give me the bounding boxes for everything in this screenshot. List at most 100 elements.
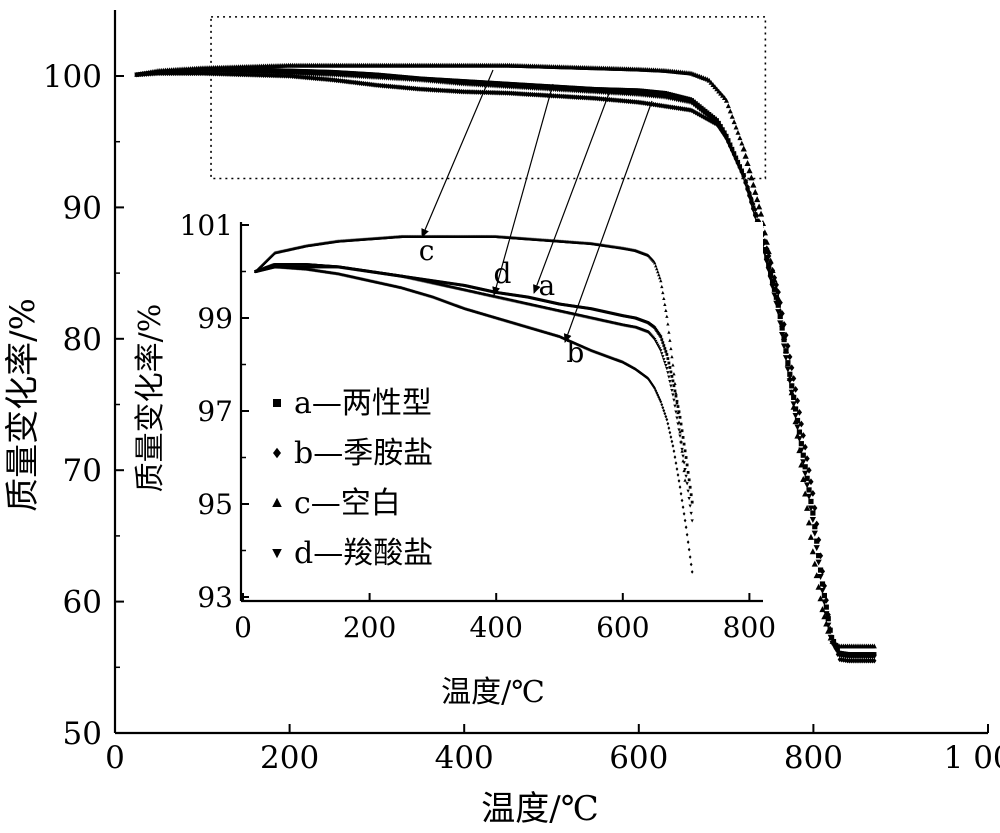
data-point xyxy=(805,519,813,526)
data-point xyxy=(659,335,663,338)
data-point xyxy=(794,397,801,405)
data-point xyxy=(655,267,659,271)
zoom-arrow xyxy=(421,69,494,238)
curve-label-b: b xyxy=(566,336,584,369)
inset-x-tick-label: 200 xyxy=(343,611,396,644)
zoom-arrow xyxy=(563,100,653,343)
inset-series-b xyxy=(254,265,694,574)
data-point xyxy=(674,461,678,465)
data-point xyxy=(755,218,760,223)
data-point xyxy=(654,327,658,331)
data-point xyxy=(662,296,666,301)
data-point xyxy=(673,389,677,393)
data-point xyxy=(833,647,839,653)
data-point xyxy=(802,470,809,477)
data-point xyxy=(807,505,815,512)
data-point xyxy=(691,108,696,115)
data-point xyxy=(682,442,686,446)
data-point xyxy=(872,658,877,664)
data-point xyxy=(658,347,662,351)
zoom-region-box xyxy=(210,16,767,180)
data-point xyxy=(825,622,832,629)
data-point xyxy=(819,587,826,594)
data-point xyxy=(821,599,828,606)
data-point xyxy=(665,314,669,318)
data-point xyxy=(703,115,708,121)
data-point xyxy=(668,338,672,342)
data-point xyxy=(663,302,667,307)
data-point xyxy=(775,295,782,302)
data-point xyxy=(670,375,674,378)
data-point xyxy=(683,468,687,472)
data-point xyxy=(661,341,665,344)
data-point xyxy=(666,322,670,326)
data-point xyxy=(665,417,669,422)
data-point xyxy=(794,424,801,431)
data-point xyxy=(664,103,670,110)
data-point xyxy=(673,404,677,408)
data-point xyxy=(817,574,824,581)
data-point xyxy=(809,517,816,523)
data-point xyxy=(670,388,674,393)
inset-y-tick-label: 97 xyxy=(197,395,233,428)
data-point xyxy=(737,135,743,141)
data-point xyxy=(811,530,818,537)
data-point xyxy=(871,643,877,649)
data-point xyxy=(775,309,782,316)
data-point xyxy=(789,383,795,389)
data-point xyxy=(813,545,820,552)
data-point xyxy=(668,104,673,110)
data-point xyxy=(720,127,725,132)
data-point xyxy=(798,441,804,447)
data-point xyxy=(737,166,743,172)
data-point xyxy=(807,533,815,540)
data-point xyxy=(681,436,685,439)
data-point xyxy=(825,627,832,634)
data-point xyxy=(816,536,822,544)
data-point xyxy=(668,380,672,384)
data-point xyxy=(639,100,645,106)
data-point xyxy=(673,455,677,459)
data-point xyxy=(685,482,689,486)
data-point xyxy=(685,532,689,537)
data-point xyxy=(746,167,753,174)
main-y-tick-label: 60 xyxy=(63,585,102,621)
data-point xyxy=(678,430,682,434)
data-point xyxy=(755,203,763,210)
data-point xyxy=(791,394,797,401)
data-point xyxy=(749,199,754,204)
data-point xyxy=(751,205,756,210)
main-x-tick-label: 600 xyxy=(609,740,668,776)
data-point xyxy=(767,275,774,282)
data-point xyxy=(780,333,788,340)
data-point xyxy=(804,455,810,463)
data-point xyxy=(674,394,678,398)
data-point xyxy=(800,452,806,458)
data-point xyxy=(753,212,758,217)
legend-marker-c xyxy=(272,497,282,507)
data-point xyxy=(748,174,755,181)
data-point xyxy=(748,201,754,207)
data-point xyxy=(669,346,673,351)
legend-entry-d: d—羧酸盐 xyxy=(294,536,433,571)
data-point xyxy=(746,195,753,201)
data-point xyxy=(716,120,721,126)
legend-marker-b xyxy=(273,447,281,459)
data-point xyxy=(750,208,756,214)
data-point xyxy=(689,511,693,516)
data-point xyxy=(663,411,667,416)
data-point xyxy=(739,140,745,146)
data-point xyxy=(735,129,741,135)
data-point xyxy=(682,468,686,473)
legend-entry-c: c—空白 xyxy=(294,486,401,521)
data-point xyxy=(676,410,680,415)
data-point xyxy=(675,401,679,405)
data-point xyxy=(796,436,803,443)
data-point xyxy=(665,353,669,356)
data-point xyxy=(660,284,664,289)
data-point xyxy=(680,449,684,453)
data-point xyxy=(684,456,688,459)
data-point xyxy=(671,363,675,367)
data-point xyxy=(668,366,672,369)
